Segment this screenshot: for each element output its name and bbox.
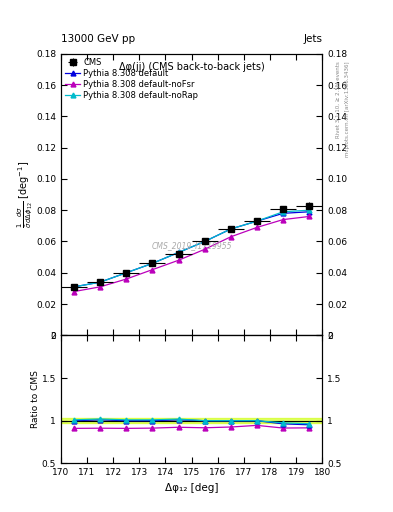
Line: Pythia 8.308 default-noRap: Pythia 8.308 default-noRap — [72, 208, 312, 289]
Pythia 8.308 default-noFsr — [176, 257, 181, 263]
Pythia 8.308 default — [72, 284, 76, 290]
Pythia 8.308 default — [150, 260, 155, 266]
Pythia 8.308 default — [307, 209, 312, 215]
Pythia 8.308 default-noFsr — [228, 233, 233, 240]
Pythia 8.308 default — [124, 270, 129, 276]
Pythia 8.308 default-noFsr — [124, 276, 129, 282]
Text: 13000 GeV pp: 13000 GeV pp — [61, 33, 135, 44]
Text: Jets: Jets — [303, 33, 322, 44]
Y-axis label: Ratio to CMS: Ratio to CMS — [31, 370, 40, 429]
Pythia 8.308 default — [98, 279, 103, 285]
Pythia 8.308 default — [255, 218, 259, 224]
Line: Pythia 8.308 default: Pythia 8.308 default — [72, 209, 312, 289]
Pythia 8.308 default-noFsr — [255, 224, 259, 230]
Text: CMS_2019_I1719955: CMS_2019_I1719955 — [151, 241, 232, 250]
Line: Pythia 8.308 default-noFsr: Pythia 8.308 default-noFsr — [72, 214, 312, 294]
Pythia 8.308 default — [176, 249, 181, 255]
Pythia 8.308 default-noFsr — [281, 217, 285, 223]
Pythia 8.308 default-noRap — [124, 270, 129, 276]
Pythia 8.308 default-noRap — [255, 218, 259, 224]
Pythia 8.308 default-noRap — [98, 279, 103, 285]
Pythia 8.308 default-noFsr — [72, 288, 76, 294]
Text: Rivet 3.1.10, ≥ 2.5M events: Rivet 3.1.10, ≥ 2.5M events — [336, 61, 341, 138]
Bar — [61, 418, 322, 423]
Pythia 8.308 default-noFsr — [98, 284, 103, 290]
Pythia 8.308 default-noRap — [202, 239, 207, 245]
Pythia 8.308 default-noFsr — [202, 246, 207, 252]
Legend: CMS, Pythia 8.308 default, Pythia 8.308 default-noFsr, Pythia 8.308 default-noRa: CMS, Pythia 8.308 default, Pythia 8.308 … — [63, 56, 200, 102]
Y-axis label: $\frac{1}{\bar{\sigma}} \frac{d\sigma}{d\Delta\phi_{12}}$ [deg$^{-1}$]: $\frac{1}{\bar{\sigma}} \frac{d\sigma}{d… — [15, 161, 35, 228]
Pythia 8.308 default — [281, 210, 285, 217]
Text: Δφ(jj) (CMS back-to-back jets): Δφ(jj) (CMS back-to-back jets) — [119, 62, 264, 72]
Pythia 8.308 default-noRap — [228, 226, 233, 232]
Pythia 8.308 default-noRap — [307, 207, 312, 214]
Pythia 8.308 default — [228, 226, 233, 232]
Pythia 8.308 default-noRap — [281, 209, 285, 215]
Pythia 8.308 default-noRap — [150, 260, 155, 266]
Pythia 8.308 default-noRap — [176, 249, 181, 255]
Pythia 8.308 default-noFsr — [150, 267, 155, 273]
Pythia 8.308 default-noRap — [72, 284, 76, 290]
Text: mcplots.cern.ch [arXiv:1306.3436]: mcplots.cern.ch [arXiv:1306.3436] — [345, 61, 350, 157]
Pythia 8.308 default — [202, 239, 207, 245]
Pythia 8.308 default-noFsr — [307, 214, 312, 220]
X-axis label: Δφ₁₂ [deg]: Δφ₁₂ [deg] — [165, 483, 219, 493]
